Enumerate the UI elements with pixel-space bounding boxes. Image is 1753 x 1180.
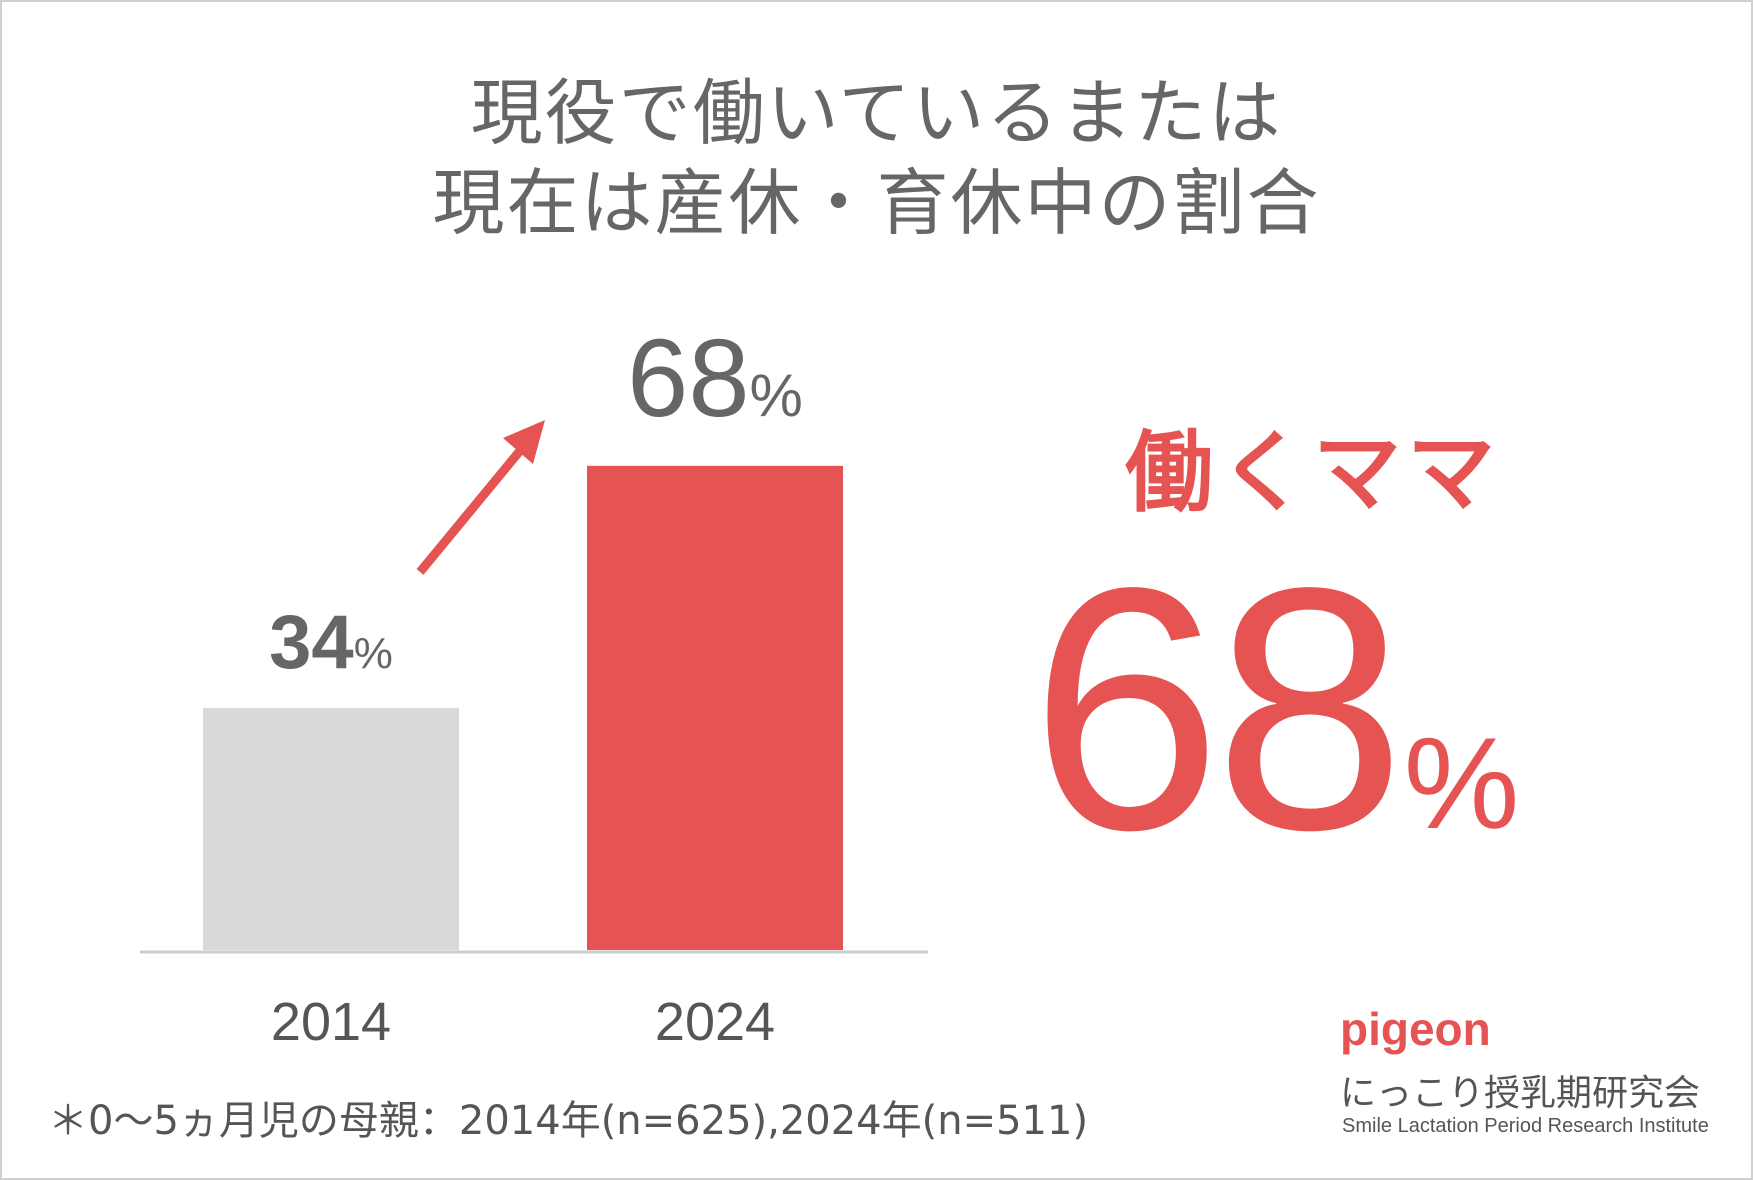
bar-2024 (587, 465, 843, 950)
tick-label-2024: 2024 (655, 992, 775, 1052)
trend-arrow-shaft (416, 432, 537, 575)
value-label-2014: 34% (269, 600, 393, 685)
pigeon-logo: pigeon (1340, 1003, 1491, 1055)
org-name-en: Smile Lactation Period Research Institut… (1342, 1115, 1709, 1137)
highlight-unit: % (1403, 710, 1520, 856)
highlight-value: 68% (1030, 530, 1519, 890)
chart-title: 現役で働いているまたは 現在は産休・育休中の割合 (0, 68, 1753, 248)
highlight-number: 68 (1030, 517, 1406, 902)
trend-arrow-head (503, 420, 545, 464)
org-name-jp: にっこり授乳期研究会 (1340, 1073, 1701, 1114)
footnote: ＊0〜5ヵ月児の母親：2014年(n=625),2024年(n=511) (48, 1098, 1089, 1144)
tick-label-2014: 2014 (271, 992, 391, 1052)
bar-2014 (203, 707, 459, 950)
highlight-label: 働くママ (1125, 421, 1502, 524)
value-label-2024: 68% (627, 317, 803, 440)
title-line-1: 現役で働いているまたは (470, 71, 1283, 155)
title-line-2: 現在は産休・育休中の割合 (432, 161, 1321, 245)
